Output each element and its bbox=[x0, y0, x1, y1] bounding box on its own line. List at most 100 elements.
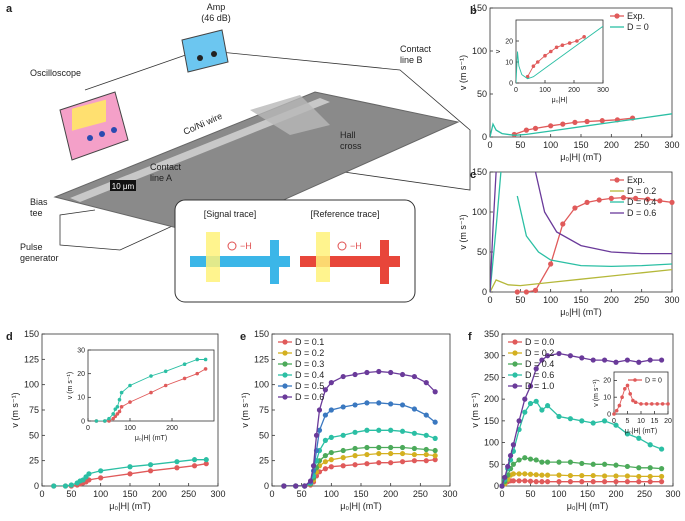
data-point bbox=[399, 459, 406, 465]
data-point bbox=[376, 444, 382, 451]
y-tick-label: 75 bbox=[29, 405, 39, 415]
data-point bbox=[310, 463, 317, 469]
data-point bbox=[399, 444, 406, 451]
legend-label: D = 0.4 bbox=[295, 370, 324, 380]
legend-label: D = 0.2 bbox=[295, 348, 324, 358]
data-point bbox=[516, 418, 522, 424]
contact-a: Contact bbox=[150, 162, 182, 172]
knob bbox=[211, 51, 217, 57]
data-point bbox=[182, 376, 187, 381]
data-point bbox=[411, 458, 417, 464]
knob bbox=[197, 55, 203, 61]
y-tick-label: 250 bbox=[484, 372, 499, 382]
y-tick-label: 50 bbox=[477, 89, 487, 99]
legend-label: D = 0 bbox=[645, 377, 662, 384]
x-tick-label: 0 bbox=[487, 295, 492, 305]
data-point bbox=[613, 462, 619, 468]
data-point bbox=[322, 459, 328, 465]
signal-wire bbox=[190, 256, 290, 267]
y-tick-label: 300 bbox=[484, 351, 499, 361]
data-point bbox=[620, 195, 627, 201]
data-point bbox=[423, 380, 429, 386]
legend-label: D = 0 bbox=[627, 22, 649, 32]
x-axis-label: μ₀|H| (mT) bbox=[135, 435, 167, 442]
legend-marker bbox=[512, 372, 518, 378]
data-point bbox=[182, 362, 187, 367]
x-tick-label: 150 bbox=[353, 489, 368, 499]
data-point bbox=[127, 471, 133, 477]
legend-label: D = 0.4 bbox=[627, 197, 656, 207]
x-tick-label: 100 bbox=[543, 140, 558, 150]
data-point bbox=[599, 118, 605, 124]
data-point bbox=[149, 390, 153, 395]
x-tick-label: 300 bbox=[665, 489, 680, 499]
legend-marker bbox=[282, 383, 288, 389]
data-point bbox=[545, 403, 551, 409]
y-tick-label: 30 bbox=[77, 347, 85, 354]
x-tick-label: 50 bbox=[66, 489, 76, 499]
data-point bbox=[567, 353, 574, 359]
data-point bbox=[647, 465, 653, 471]
series-line bbox=[490, 113, 672, 137]
data-point bbox=[567, 41, 572, 45]
field-label: −H bbox=[240, 241, 252, 251]
data-point bbox=[532, 287, 539, 293]
data-point bbox=[535, 60, 540, 64]
data-point bbox=[539, 479, 545, 485]
data-point bbox=[98, 475, 104, 481]
x-tick-label: 15 bbox=[651, 418, 659, 425]
data-point bbox=[636, 473, 642, 480]
y-tick-label: 10 bbox=[603, 395, 611, 402]
legend-label: D = 0.6 bbox=[525, 370, 554, 380]
data-point bbox=[659, 357, 665, 363]
data-point bbox=[636, 435, 642, 441]
data-point bbox=[147, 468, 154, 474]
data-point bbox=[510, 478, 516, 484]
x-tick-label: 100 bbox=[93, 489, 108, 499]
data-point bbox=[399, 428, 406, 434]
x-axis-label: μ₀|H| (mT) bbox=[340, 501, 382, 511]
y-tick-label: 50 bbox=[477, 247, 487, 257]
data-point bbox=[659, 473, 665, 480]
panel-label: a bbox=[6, 3, 13, 15]
x-tick-label: 150 bbox=[573, 140, 588, 150]
data-point bbox=[522, 478, 528, 484]
data-point bbox=[388, 427, 394, 433]
data-point bbox=[107, 416, 111, 421]
data-point bbox=[554, 45, 559, 50]
contact-b: line B bbox=[400, 55, 423, 65]
data-point bbox=[399, 450, 406, 457]
y-tick-label: 0 bbox=[264, 481, 269, 491]
data-point bbox=[579, 472, 585, 479]
x-tick-label: 200 bbox=[166, 425, 178, 432]
y-tick-label: 20 bbox=[505, 38, 513, 45]
data-point bbox=[174, 459, 180, 465]
data-point bbox=[624, 357, 631, 363]
data-point bbox=[624, 463, 631, 470]
data-point bbox=[352, 402, 358, 408]
x-tick-label: 200 bbox=[383, 489, 398, 499]
wire-circuit bbox=[84, 49, 471, 191]
data-point bbox=[650, 402, 654, 406]
series-line bbox=[514, 117, 633, 136]
data-point bbox=[645, 196, 651, 202]
y-tick-label: 0 bbox=[494, 481, 499, 491]
data-point bbox=[115, 405, 120, 409]
data-point bbox=[149, 374, 153, 378]
x-tick-label: 20 bbox=[664, 418, 672, 425]
data-point bbox=[111, 416, 115, 421]
data-point bbox=[636, 465, 642, 471]
data-point bbox=[328, 457, 334, 463]
data-point bbox=[115, 412, 120, 416]
data-point bbox=[567, 416, 574, 422]
data-point bbox=[174, 465, 180, 471]
data-point bbox=[533, 398, 539, 404]
plot-area bbox=[87, 349, 215, 422]
reference-bar bbox=[380, 240, 389, 284]
data-point bbox=[117, 409, 122, 414]
x-tick-label: 150 bbox=[580, 489, 595, 499]
y-axis-label: v (m s⁻¹) bbox=[10, 392, 20, 427]
data-point bbox=[567, 479, 574, 485]
data-point bbox=[590, 472, 596, 479]
sample-slab bbox=[53, 91, 460, 236]
